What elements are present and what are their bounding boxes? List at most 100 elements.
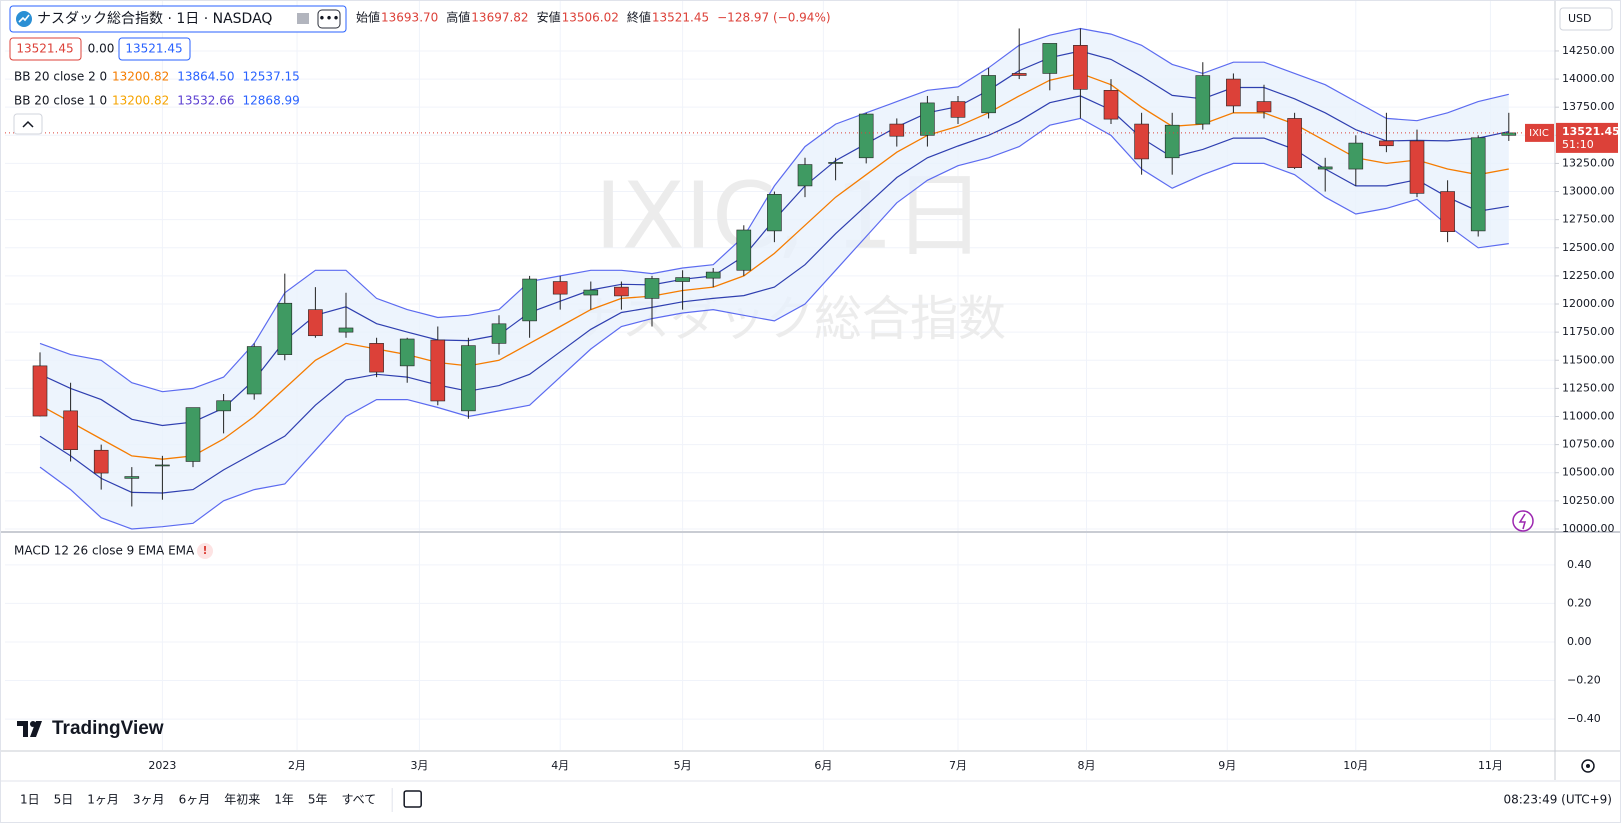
range-button[interactable]: すべて [342, 793, 377, 807]
y-tick-label: 11000.00 [1562, 409, 1615, 422]
y-tick-label: 13750.00 [1562, 100, 1615, 113]
alert-bolt [1518, 513, 1526, 530]
x-tick-label: 5月 [674, 759, 692, 772]
candle-body [1501, 132, 1517, 136]
macd-tick-label: 0.00 [1567, 635, 1592, 648]
clock[interactable]: 08:23:49 (UTC+9) [1503, 793, 1612, 807]
y-tick-label: 11250.00 [1562, 381, 1615, 394]
flag-icon[interactable] [297, 13, 309, 24]
y-tick-label: 13000.00 [1562, 185, 1615, 198]
more-button[interactable] [317, 9, 341, 29]
candle-body [767, 194, 782, 232]
price-tag: 13521.45 [1562, 125, 1620, 138]
candle-body [461, 345, 476, 412]
macd-error-badge[interactable] [197, 543, 213, 559]
x-tick-label: 4月 [551, 759, 569, 772]
candle-body [1164, 124, 1180, 159]
candle-body [950, 101, 966, 118]
candle-body [736, 229, 752, 271]
alert-icon[interactable] [1512, 510, 1534, 532]
candle-body [399, 338, 415, 367]
candle-body [338, 327, 354, 333]
candle-body [1103, 90, 1119, 120]
countdown: 51:10 [1562, 138, 1594, 151]
currency-box[interactable] [1559, 7, 1613, 31]
x-tick-label: 8月 [1078, 759, 1096, 772]
candle-body [216, 400, 231, 412]
ask-price: 13521.45 [125, 42, 182, 56]
ohlc-label: 始値 [356, 10, 380, 25]
currency[interactable]: USD [1568, 12, 1592, 25]
range-button[interactable]: 5日 [54, 793, 74, 807]
candle-body [614, 286, 629, 297]
candle-body [308, 309, 323, 337]
more-dots: ••• [318, 12, 339, 26]
y-tick-label: 11750.00 [1562, 325, 1615, 338]
y-tick-label: 10250.00 [1562, 494, 1615, 507]
indicator-label[interactable]: BB 20 close 2 0 [14, 70, 107, 84]
settings-gear[interactable] [1581, 759, 1595, 773]
spread: 0.00 [88, 42, 115, 56]
candle-body [552, 281, 568, 295]
indicator-value: 12537.15 [243, 70, 300, 84]
candle-body [828, 162, 843, 164]
candle-body [1011, 73, 1027, 76]
range-button[interactable]: 3ヶ月 [133, 793, 165, 807]
y-tick-label: 11500.00 [1562, 353, 1615, 366]
indicator-value: 13532.66 [177, 94, 234, 108]
goto-date-icon[interactable] [403, 790, 422, 808]
candle-body [1409, 140, 1425, 194]
logo-text[interactable]: TradingView [52, 718, 164, 739]
candle-body [705, 271, 721, 279]
range-button[interactable]: 5年 [308, 793, 328, 807]
range-button[interactable]: 1ヶ月 [87, 793, 119, 807]
candle-body [491, 323, 507, 344]
candle-body [920, 102, 935, 136]
candle-body [1134, 123, 1149, 160]
x-tick-label: 2月 [288, 759, 306, 772]
candle-body [185, 407, 201, 462]
candle-body [858, 113, 874, 159]
y-tick-label: 10000.00 [1562, 522, 1615, 535]
y-tick-label: 14250.00 [1562, 44, 1615, 57]
indicator-legend: BB 20 close 2 0 13200.82 13864.50 12537.15 B… [14, 70, 300, 108]
range-button[interactable]: 1日 [20, 793, 40, 807]
candle-body [93, 449, 109, 474]
bid-price: 13521.45 [16, 42, 73, 56]
range-toolbar: 1日 5日 1ヶ月 3ヶ月 6ヶ月 年初来 1年 5年 すべて [20, 788, 422, 812]
macd-tick-label: 0.20 [1567, 596, 1592, 609]
indicator-value: 13200.82 [112, 70, 169, 84]
ohlc-label: 高値 [446, 10, 470, 25]
candle-body [1042, 43, 1058, 74]
symbol-tag-bg [1525, 123, 1554, 142]
bid-box[interactable] [9, 37, 82, 61]
ohlc-label: 安値 [537, 10, 561, 25]
symbol-box[interactable] [9, 5, 347, 33]
x-tick-label: 10月 [1343, 759, 1368, 772]
macd-label[interactable]: MACD 12 26 close 9 EMA EMA [14, 544, 195, 558]
macd-error-mark: ! [202, 544, 207, 557]
collapse-legend-button[interactable] [13, 113, 43, 135]
candle-body [155, 464, 170, 467]
ohlc-value: 13697.82 [471, 11, 528, 25]
candle-body [889, 123, 905, 137]
indicator-label[interactable]: BB 20 close 1 0 [14, 94, 107, 108]
y-tick-label: 13250.00 [1562, 156, 1615, 169]
ohlc-legend: 始値 13693.70 高値 13697.82 安値 13506.02 終値 13521.45… [356, 10, 831, 25]
symbol-title[interactable]: ナスダック総合指数 · 1日 · NASDAQ [37, 11, 272, 27]
chevron-up [22, 120, 34, 128]
range-button[interactable]: 1年 [274, 793, 294, 807]
x-tick-label: 9月 [1218, 759, 1236, 772]
indicator-value: 13200.82 [112, 94, 169, 108]
ask-box[interactable] [118, 37, 191, 61]
x-tick-label: 3月 [410, 759, 428, 772]
x-tick-label: 11月 [1478, 759, 1503, 772]
candle-body [369, 343, 384, 373]
candle-body [1256, 101, 1272, 113]
ohlc-change: −128.97 (−0.94%) [717, 11, 830, 25]
range-button[interactable]: 年初来 [224, 793, 260, 807]
candle-body [675, 277, 690, 282]
range-button[interactable]: 6ヶ月 [179, 793, 211, 807]
y-tick-label: 12750.00 [1562, 213, 1615, 226]
price-tag-bg [1556, 122, 1618, 153]
